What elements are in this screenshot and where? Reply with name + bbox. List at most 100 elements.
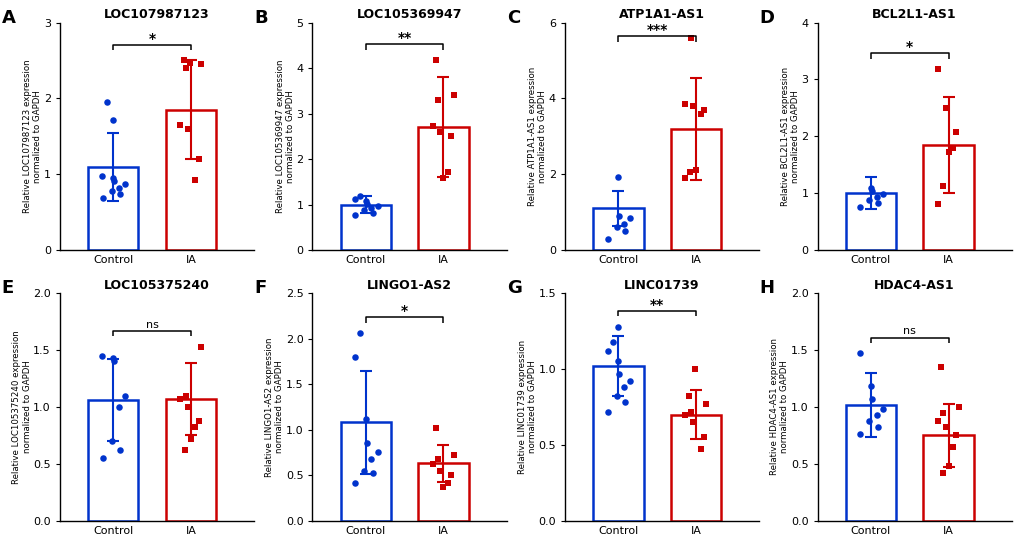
Bar xyxy=(88,400,139,521)
Point xyxy=(874,405,891,413)
Point xyxy=(442,132,459,141)
Point xyxy=(940,148,956,157)
Point xyxy=(187,423,204,432)
Point xyxy=(851,430,867,438)
Point xyxy=(863,187,879,195)
Point xyxy=(359,439,375,448)
Point xyxy=(609,357,626,366)
Text: C: C xyxy=(506,9,520,27)
Title: LOC105369947: LOC105369947 xyxy=(357,8,462,21)
Point xyxy=(356,466,372,475)
Point xyxy=(191,154,207,163)
Point xyxy=(346,478,363,487)
Point xyxy=(177,64,194,72)
Point xyxy=(356,206,372,214)
Point xyxy=(851,349,867,358)
Point xyxy=(424,122,440,131)
Y-axis label: Relative LOC105375240 expression
normalized to GAPDH: Relative LOC105375240 expression normali… xyxy=(12,330,32,484)
Point xyxy=(94,351,110,360)
Point xyxy=(615,219,632,228)
Point xyxy=(105,354,121,362)
Point xyxy=(191,416,207,425)
Point xyxy=(369,448,385,457)
Point xyxy=(346,353,363,361)
Point xyxy=(112,446,128,455)
Text: **: ** xyxy=(397,31,412,45)
Point xyxy=(604,337,621,346)
Text: *: * xyxy=(400,305,408,318)
Point xyxy=(867,411,883,419)
Point xyxy=(599,347,615,355)
Point xyxy=(430,455,446,463)
Point xyxy=(111,403,127,411)
Point xyxy=(682,168,698,177)
Point xyxy=(934,409,951,417)
Text: H: H xyxy=(758,280,773,298)
Point xyxy=(680,392,696,401)
Point xyxy=(358,197,374,206)
Point xyxy=(616,227,633,236)
Text: **: ** xyxy=(649,298,663,312)
Point xyxy=(182,435,199,443)
Point xyxy=(615,383,632,392)
Bar xyxy=(922,435,973,521)
Point xyxy=(936,103,953,112)
Title: HDAC4-AS1: HDAC4-AS1 xyxy=(873,279,954,292)
Point xyxy=(622,377,638,386)
Point xyxy=(928,416,945,425)
Point xyxy=(445,451,462,460)
Point xyxy=(363,455,379,463)
Y-axis label: Relative BCL2L1-AS1 expression
normalized to GAPDH: Relative BCL2L1-AS1 expression normalize… xyxy=(780,67,799,206)
Y-axis label: Relative LINGO1-AS2 expression
normalized to GAPDH: Relative LINGO1-AS2 expression normalize… xyxy=(265,337,284,477)
Point xyxy=(928,199,945,208)
Text: A: A xyxy=(2,9,15,27)
Point xyxy=(928,65,945,73)
Point xyxy=(936,423,953,432)
Point xyxy=(860,196,876,205)
Point xyxy=(352,329,368,337)
Point xyxy=(95,194,111,202)
Point xyxy=(99,98,115,107)
Title: LINC01739: LINC01739 xyxy=(624,279,699,292)
Bar xyxy=(922,145,973,250)
Text: E: E xyxy=(2,280,14,298)
Point xyxy=(430,96,446,104)
Point xyxy=(869,423,886,432)
Text: ns: ns xyxy=(903,326,915,336)
Y-axis label: Relative LINC01739 expression
normalized to GAPDH: Relative LINC01739 expression normalized… xyxy=(517,340,536,474)
Point xyxy=(112,190,128,199)
Point xyxy=(352,192,368,201)
Point xyxy=(365,208,381,217)
Point xyxy=(944,442,960,451)
Point xyxy=(111,184,127,193)
Text: *: * xyxy=(149,32,156,46)
Point xyxy=(851,202,867,211)
Point xyxy=(610,369,627,378)
Bar xyxy=(845,405,896,521)
Point xyxy=(695,433,711,442)
Point xyxy=(187,175,204,184)
Point xyxy=(677,174,693,182)
Point xyxy=(860,416,876,425)
Bar xyxy=(418,463,468,521)
Point xyxy=(677,100,693,108)
Point xyxy=(117,391,133,400)
Point xyxy=(179,125,196,133)
Point xyxy=(369,201,385,210)
Point xyxy=(933,182,950,191)
Point xyxy=(616,398,633,407)
Bar xyxy=(165,399,216,521)
Text: *: * xyxy=(905,40,912,54)
Text: B: B xyxy=(254,9,268,27)
Point xyxy=(687,165,703,174)
Point xyxy=(358,415,374,423)
Point xyxy=(682,407,698,416)
Title: ATP1A1-AS1: ATP1A1-AS1 xyxy=(619,8,704,21)
Point xyxy=(692,445,708,454)
Point xyxy=(104,187,120,195)
Point xyxy=(933,468,950,477)
Point xyxy=(948,127,964,136)
Y-axis label: Relative HDAC4-AS1 expression
normalized to GAPDH: Relative HDAC4-AS1 expression normalized… xyxy=(769,338,789,475)
Point xyxy=(695,106,711,114)
Point xyxy=(104,437,120,446)
